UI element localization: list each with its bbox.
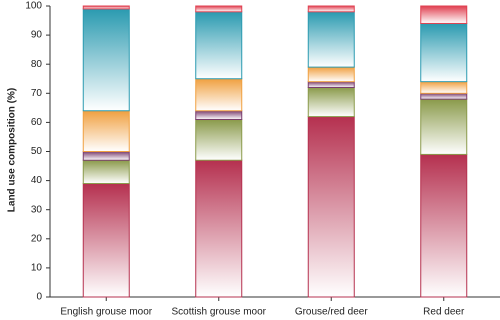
y-tick-label: 40 [31,175,43,186]
bar-segment [307,116,355,298]
y-tick-label: 30 [31,204,43,215]
x-tick-label: Red deer [423,307,465,318]
bar-segment [195,159,243,298]
y-axis-label: Land use composition (%) [7,88,18,212]
bar-segment [307,66,355,83]
y-tick-label: 90 [31,30,43,41]
bar-segment [307,86,355,118]
bar-segment [82,5,130,10]
bar-segment [307,5,355,13]
y-tick-label: 60 [31,117,43,128]
y-tick-label: 50 [31,146,43,157]
bar-segment [420,22,468,83]
bar-segment [195,11,243,80]
bar-segment [82,151,130,161]
bar-segment [307,11,355,68]
bar-segment [82,159,130,185]
bar-segment [195,118,243,161]
bar-segment [82,8,130,112]
bar-segment [420,153,468,298]
bar-segment [307,81,355,88]
y-tick-label: 0 [36,292,42,303]
x-tick-label: Scottish grouse moor [172,307,267,318]
bar-segment [420,98,468,155]
x-tick-label: Grouse/red deer [295,307,368,318]
y-tick-label: 70 [31,88,43,99]
y-tick-label: 80 [31,59,43,70]
bar-segment [82,183,130,298]
bar-segment [82,110,130,153]
bar-segment [420,5,468,24]
y-tick-label: 10 [31,263,43,274]
bar-segment [195,110,243,120]
bar-segment [195,78,243,112]
y-tick-label: 20 [31,233,43,244]
y-tick-label: 100 [25,1,42,12]
bar-segment [420,81,468,94]
bar-segment [195,5,243,13]
x-tick-label: English grouse moor [60,307,152,318]
bar-segment [420,92,468,100]
